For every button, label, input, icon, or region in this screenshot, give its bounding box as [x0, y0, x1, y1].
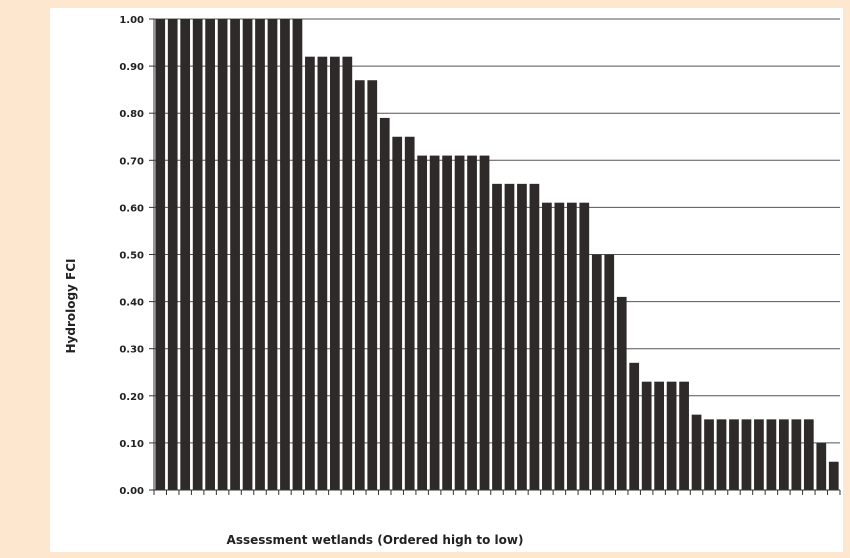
- chart-frame: 0.00 0.10 0.20 0.30 0.40 0.50 0.60 0.70 0.80 0.90…: [50, 8, 843, 552]
- bar: [629, 362, 640, 490]
- bar: [529, 183, 540, 490]
- bar: [392, 136, 403, 490]
- bar: [180, 19, 191, 490]
- bar-chart: 0.00 0.10 0.20 0.30 0.40 0.50 0.60 0.70 0.80 0.90…: [64, 15, 841, 547]
- bar: [354, 80, 365, 490]
- bar: [492, 183, 502, 490]
- bar: [816, 442, 827, 490]
- bar: [779, 419, 789, 490]
- bar: [255, 19, 265, 490]
- bar: [754, 419, 764, 490]
- bar: [579, 202, 590, 490]
- bar: [729, 419, 739, 490]
- bar: [604, 254, 615, 490]
- bar: [292, 19, 303, 490]
- bar: [404, 136, 415, 490]
- bar: [641, 381, 652, 490]
- bar: [429, 155, 440, 490]
- bar: [479, 155, 490, 490]
- bar: [654, 381, 665, 490]
- y-tick-label: 0.80: [119, 109, 144, 120]
- bar: [554, 202, 565, 490]
- bar: [367, 80, 378, 490]
- bar: [566, 202, 577, 490]
- bar: [504, 183, 515, 490]
- bar: [155, 19, 166, 490]
- bar: [691, 414, 702, 490]
- bar: [666, 381, 677, 490]
- bar: [679, 381, 689, 490]
- bar: [267, 19, 278, 490]
- y-tick-label: 1.00: [119, 15, 144, 26]
- bar: [329, 56, 340, 491]
- y-axis-label: Hydrology FCI: [64, 258, 78, 353]
- bar: [305, 56, 315, 491]
- bar: [280, 19, 290, 490]
- y-tick-label: 0.70: [119, 156, 144, 167]
- y-tick-label: 0.60: [119, 203, 144, 214]
- bar: [417, 155, 428, 490]
- y-tick-label: 0.40: [119, 298, 144, 309]
- bar: [342, 56, 353, 491]
- x-axis-label: Assessment wetlands (Ordered high to low…: [227, 533, 524, 547]
- bar: [454, 155, 465, 490]
- bar: [192, 19, 203, 490]
- bar: [766, 419, 777, 490]
- bar: [230, 19, 240, 490]
- bars: [155, 19, 839, 491]
- bar: [791, 419, 802, 490]
- bar: [542, 202, 552, 490]
- y-tick-label: 0.50: [119, 251, 144, 262]
- y-tick-label: 0.00: [119, 486, 144, 497]
- y-tick-label: 0.30: [119, 345, 144, 356]
- bar: [828, 461, 839, 490]
- y-tick-labels: 0.00 0.10 0.20 0.30 0.40 0.50 0.60 0.70 0.80 0.90…: [119, 15, 144, 497]
- y-tick-label: 0.90: [119, 62, 144, 73]
- bar: [803, 419, 814, 490]
- bar: [591, 254, 602, 490]
- bar: [167, 19, 178, 490]
- axes: [149, 18, 841, 495]
- bar: [317, 56, 328, 491]
- bar: [616, 296, 627, 490]
- bar: [217, 19, 228, 490]
- bar: [242, 19, 253, 490]
- bar: [741, 419, 752, 490]
- bar: [442, 155, 452, 490]
- bar: [379, 117, 390, 490]
- y-tick-label: 0.20: [119, 392, 144, 403]
- bar: [517, 183, 527, 490]
- bar: [467, 155, 477, 490]
- bar: [205, 19, 215, 490]
- y-tick-label: 0.10: [119, 439, 144, 450]
- bar: [704, 419, 714, 490]
- bar: [716, 419, 727, 490]
